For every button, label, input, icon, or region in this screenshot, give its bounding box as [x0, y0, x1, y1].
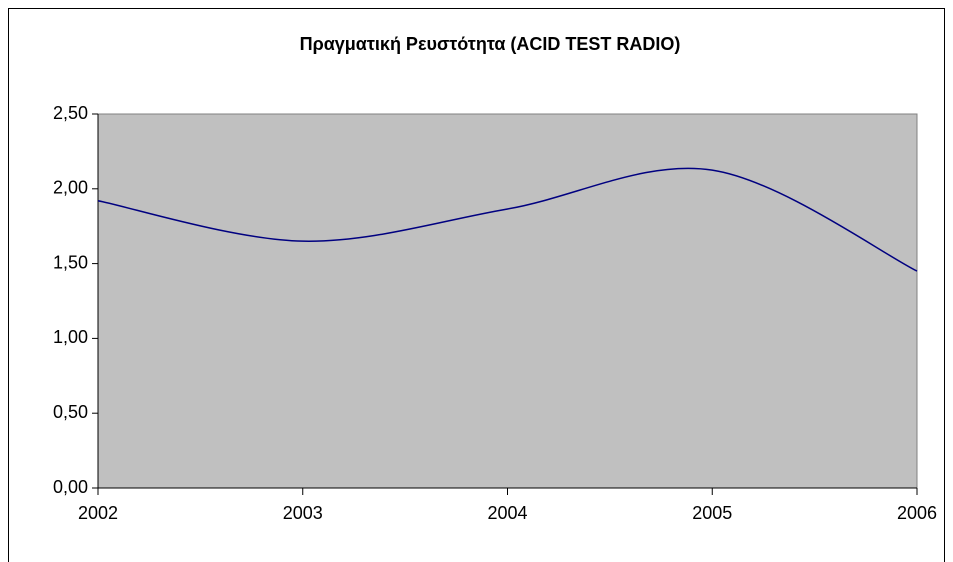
x-tick-label: 2006 — [897, 503, 937, 523]
chart-title: Πραγματική Ρευστότητα (ACID TEST RADIO) — [300, 34, 681, 54]
y-tick-label: 1,00 — [53, 327, 88, 347]
y-tick-label: 0,50 — [53, 402, 88, 422]
y-tick-label: 2,50 — [53, 103, 88, 123]
plot-area — [97, 113, 918, 489]
y-tick-label: 1,50 — [53, 252, 88, 272]
y-tick-label: 0,00 — [53, 477, 88, 497]
x-tick-label: 2002 — [78, 503, 118, 523]
x-tick-label: 2003 — [283, 503, 323, 523]
y-tick-label: 2,00 — [53, 178, 88, 198]
x-tick-label: 2004 — [487, 503, 527, 523]
x-tick-label: 2005 — [692, 503, 732, 523]
series-line — [97, 167, 918, 272]
